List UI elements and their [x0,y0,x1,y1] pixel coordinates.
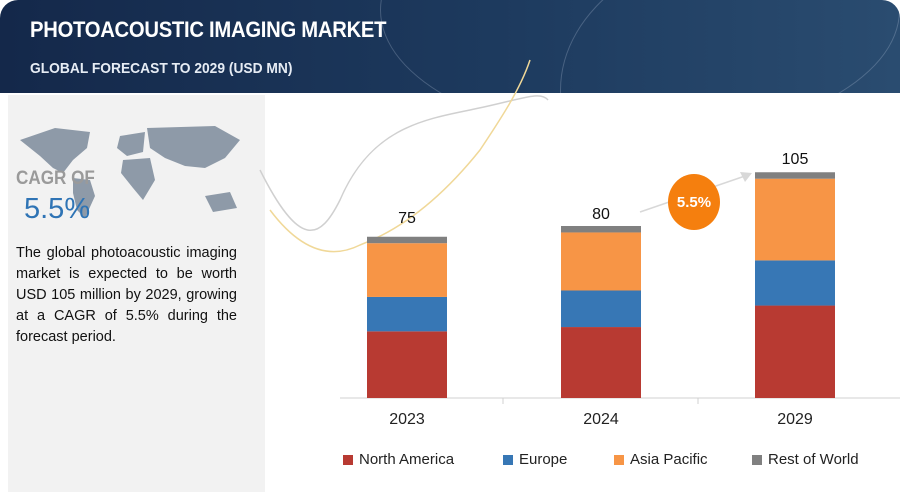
cagr-label: CAGR OF [16,168,95,189]
world-map-icon [20,126,240,218]
bar-2023-north-america [367,331,447,398]
header-banner: PHOTOACOUSTIC IMAGING MARKET GLOBAL FORE… [0,0,900,93]
total-label-2029: 105 [781,151,809,168]
bar-2023-rest-of-world [367,236,447,244]
bar-2029-north-america [755,305,835,398]
cagr-value: 5.5% [24,193,91,225]
decorative-curve [259,95,549,232]
legend-swatch [614,454,624,465]
legend-label: Rest of World [768,451,859,468]
page-title: PHOTOACOUSTIC IMAGING MARKET [30,17,387,42]
bar-2024-rest-of-world [561,226,641,233]
legend-swatch [503,454,513,465]
cagr-badge: 5.5% [668,174,720,230]
legend-item-rest-of-world: Rest of World [752,451,859,468]
legend-label: North America [359,451,455,468]
bar-2024-asia-pacific [561,232,641,291]
bar-2023-asia-pacific [367,243,447,297]
growth-arrow-head [740,172,752,182]
legend-item-north-america: North America [343,451,454,468]
page-subtitle: GLOBAL FORECAST TO 2029 (USD MN) [30,60,293,77]
market-description: The global photoacoustic imaging market … [16,245,237,345]
legend-swatch [343,454,353,465]
legend-label: Europe [519,451,568,468]
legend-swatch [752,454,762,465]
total-label-2023: 75 [398,210,416,227]
bar-2029-europe [755,260,835,306]
bar-2023-europe [367,296,447,332]
total-label-2024: 80 [592,206,610,223]
bar-2024-europe [561,290,641,328]
decorative-curve [269,59,531,253]
bar-2029-asia-pacific [755,178,835,261]
legend-item-asia-pacific: Asia Pacific [614,451,708,468]
bar-2024-north-america [561,327,641,398]
bar-2029-rest-of-world [755,172,835,179]
x-tick-label: 2029 [777,411,813,428]
legend-label: Asia Pacific [630,451,708,468]
legend-item-europe: Europe [503,451,567,468]
x-tick-label: 2023 [389,411,425,428]
x-tick-label: 2024 [583,411,619,428]
